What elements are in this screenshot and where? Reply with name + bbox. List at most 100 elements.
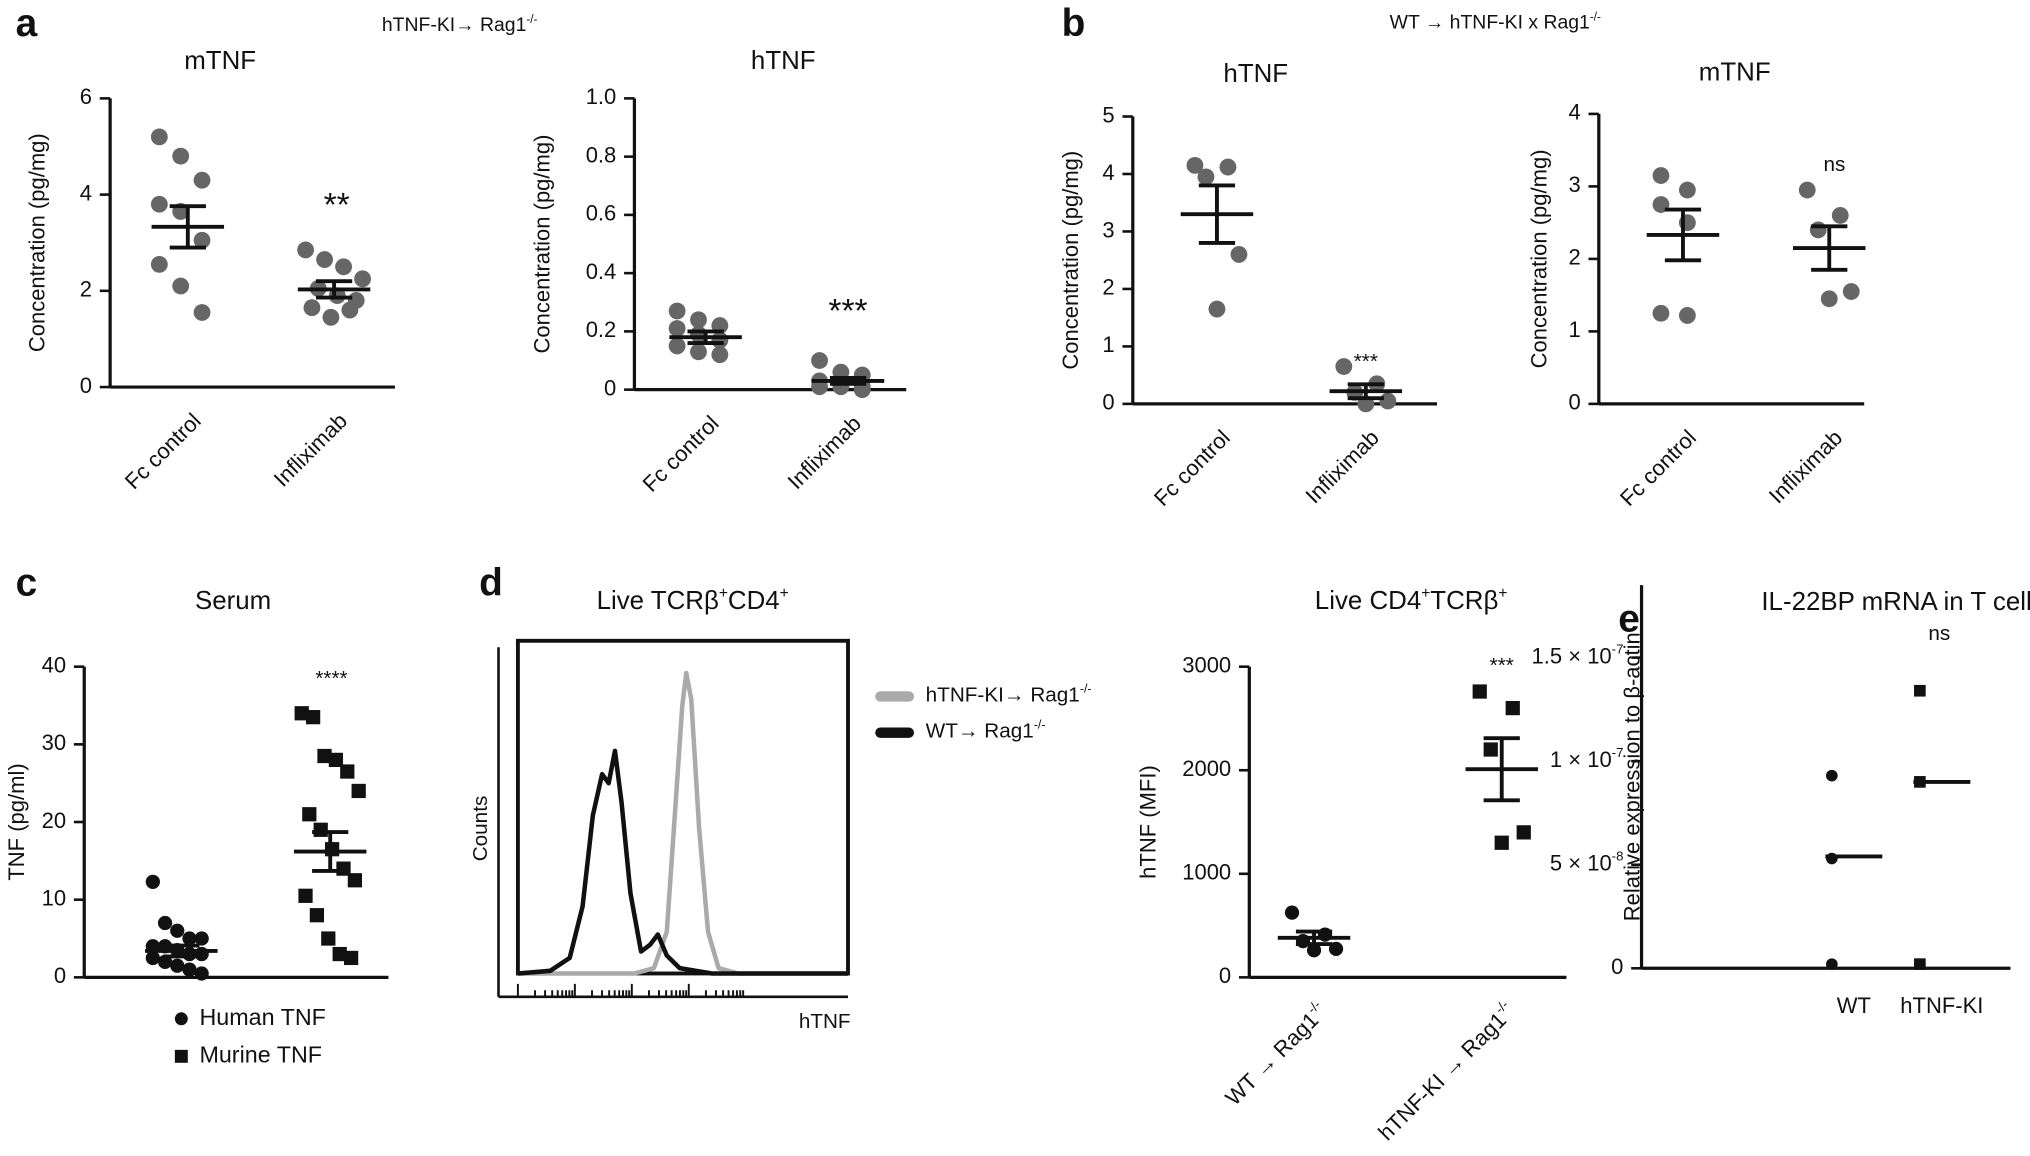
y-tick-label: 0.8 (586, 142, 617, 167)
data-point (316, 251, 334, 268)
data-point (668, 337, 686, 355)
error-bar (163, 943, 200, 959)
error-bar (315, 279, 353, 300)
y-tick-label: 2 (1102, 275, 1114, 300)
data-point (170, 958, 185, 973)
data-point (302, 807, 317, 822)
data-point (341, 301, 359, 319)
significance: **** (315, 667, 347, 690)
error-bar (829, 376, 867, 386)
data-point (340, 764, 355, 779)
data-point (1208, 300, 1226, 318)
data-point (354, 270, 371, 288)
data-point (351, 783, 366, 799)
panel-header: WT → hTNF-KI x Rag1-/- (1390, 10, 1601, 34)
significance: ns (1928, 622, 1950, 645)
data-point (182, 962, 197, 977)
y-tick-label: 40 (42, 652, 66, 677)
chart-title: Live CD4+TCRβ+ (1315, 585, 1508, 615)
data-point (668, 302, 686, 320)
y-tick-label: 30 (42, 730, 66, 755)
x-tick-label: Fc control (120, 408, 206, 494)
y-tick-label: 0 (80, 373, 92, 398)
x-tick-label: Fc control (1615, 425, 1701, 511)
x-tick-label: Infliximab (269, 408, 352, 491)
data-point (1826, 958, 1838, 970)
error-bar (1198, 183, 1236, 245)
data-point (811, 352, 828, 369)
data-point (711, 346, 729, 364)
data-point (1826, 769, 1838, 782)
data-point (711, 331, 729, 349)
y-tick-label: 0.4 (586, 259, 617, 284)
data-point (1809, 221, 1827, 239)
data-point (317, 748, 332, 764)
legend-label: WT→ Rag1-/- (926, 718, 1046, 743)
data-point (194, 966, 209, 981)
data-point (193, 304, 211, 321)
data-point (335, 258, 352, 276)
x-axis-label: hTNF (799, 1010, 851, 1033)
x-minor-ticks (516, 983, 745, 997)
error-bar (1664, 207, 1702, 263)
data-point (690, 343, 707, 361)
data-point (305, 710, 321, 725)
y-tick-label: 5 (1102, 102, 1114, 127)
data-point (193, 171, 211, 189)
data-point (322, 308, 340, 326)
data-point (297, 241, 315, 259)
data-point (1678, 307, 1696, 324)
data-point (303, 299, 321, 317)
panel-label: b (1062, 2, 1086, 45)
y-axis-label: Concentration (pg/mg) (530, 135, 555, 354)
data-point (172, 147, 190, 165)
y-tick-label: 3 (1568, 172, 1580, 197)
data-point (343, 950, 359, 966)
data-point (145, 874, 160, 889)
data-point (1914, 958, 1926, 970)
data-point (298, 888, 313, 903)
data-point (1306, 943, 1322, 958)
legend-label: hTNF-KI→ Rag1-/- (926, 682, 1092, 707)
y-tick-label: 20 (42, 808, 66, 833)
y-tick-label: 2000 (1182, 756, 1231, 781)
data-point (150, 128, 168, 146)
data-point (150, 195, 168, 213)
y-tick-label: 1.0 (586, 84, 617, 109)
y-tick-label: 1000 (1182, 860, 1231, 885)
data-point (1186, 156, 1204, 174)
x-tick-label: hTNF-KI (1900, 993, 1983, 1018)
y-tick-label: 0.2 (586, 317, 617, 342)
data-point (170, 923, 185, 938)
y-tick-label: 1 (1102, 332, 1114, 357)
data-point (1472, 684, 1487, 699)
data-point (1328, 941, 1344, 956)
data-point (150, 255, 168, 273)
x-tick-label: Fc control (1149, 425, 1235, 511)
x-tick-label: Infliximab (783, 411, 866, 494)
y-tick-label: 2 (1568, 245, 1580, 270)
data-point (1494, 835, 1509, 850)
error-bar (169, 204, 206, 250)
error-bar (687, 329, 724, 345)
data-point (1820, 290, 1838, 308)
data-point (1197, 168, 1215, 186)
legend-marker (174, 1012, 188, 1026)
data-point (309, 908, 325, 923)
y-tick-label: 3000 (1182, 652, 1231, 677)
data-point (347, 873, 363, 888)
y-tick-label: 0.6 (586, 201, 617, 226)
data-point (1652, 167, 1670, 184)
chart-title: IL-22BP mRNA in T cells (1761, 588, 2030, 616)
data-point (1230, 246, 1248, 263)
chart-title: Live TCRβ+CD4+ (597, 585, 789, 615)
error-bar (312, 830, 349, 873)
data-point (321, 931, 336, 946)
error-bar (1295, 929, 1333, 946)
data-point (1831, 206, 1849, 224)
chart-title: mTNF (184, 47, 256, 75)
legend-marker (174, 1049, 188, 1063)
y-tick-label: 4 (1102, 160, 1114, 185)
x-tick-label: Fc control (638, 411, 724, 497)
